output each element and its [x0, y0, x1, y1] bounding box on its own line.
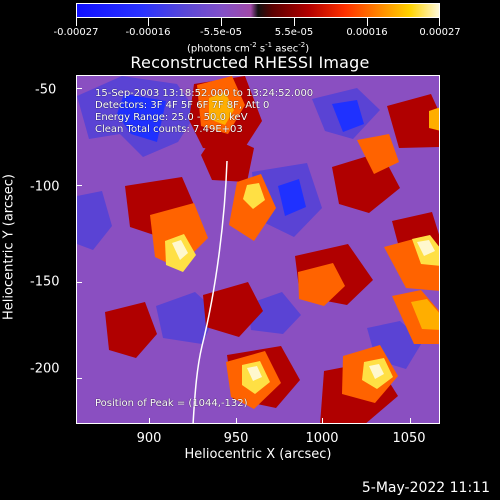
overlay-line-2: Detectors: 3F 4F 5F 6F 7F 8F, Att 0 [95, 100, 270, 111]
rhessi-image [77, 76, 439, 423]
colorbar-ticks [76, 18, 440, 26]
y-axis-ticks [76, 75, 82, 424]
colorbar-label-6: 0.00027 [419, 27, 461, 38]
x-tick-label-2: 950 [223, 431, 249, 446]
colorbar-label-3: -5.5e-05 [200, 27, 242, 38]
y-tick-label-3: -150 [30, 274, 60, 290]
peak-label: Position of Peak = (1044,-132) [95, 398, 248, 409]
colorbar [76, 3, 440, 18]
y-tick-label-1: -50 [35, 82, 57, 98]
y-tick-label-4: -200 [30, 361, 60, 377]
overlay-line-1: 15-Sep-2003 13:18:52.000 to 13:24:52.000 [95, 88, 314, 99]
overlay-line-3: Energy Range: 25.0 - 50.0 keV [95, 112, 248, 123]
blue-regions [77, 76, 423, 369]
colorbar-label-5: 0.00016 [346, 27, 388, 38]
overlay-line-4: Clean Total counts: 7.49E+03 [95, 124, 243, 135]
hot-regions [165, 92, 439, 394]
solar-limb-line [192, 160, 228, 423]
x-axis-ticks [76, 418, 440, 424]
plot-title: Reconstructed RHESSI Image [130, 53, 370, 72]
x-axis-title: Heliocentric X (arcsec) [184, 447, 332, 462]
colorbar-label-1: -0.00027 [53, 27, 99, 38]
rhessi-image-plot: 15-Sep-2003 13:18:52.000 to 13:24:52.000… [76, 75, 440, 424]
footer-date: 5-May-2022 11:11 [361, 480, 490, 496]
y-axis-title: Heliocentric Y (arcsec) [1, 174, 17, 320]
colorbar-label-4: 5.5e-05 [274, 27, 314, 38]
x-tick-label-3: 1000 [305, 431, 339, 446]
x-tick-label-1: 900 [136, 431, 162, 446]
colorbar-units: (photons cm-2 s-1 asec-2) [187, 41, 310, 55]
colorbar-label-2: -0.00016 [125, 27, 171, 38]
x-tick-label-4: 1050 [392, 431, 426, 446]
y-tick-label-2: -100 [30, 179, 60, 195]
